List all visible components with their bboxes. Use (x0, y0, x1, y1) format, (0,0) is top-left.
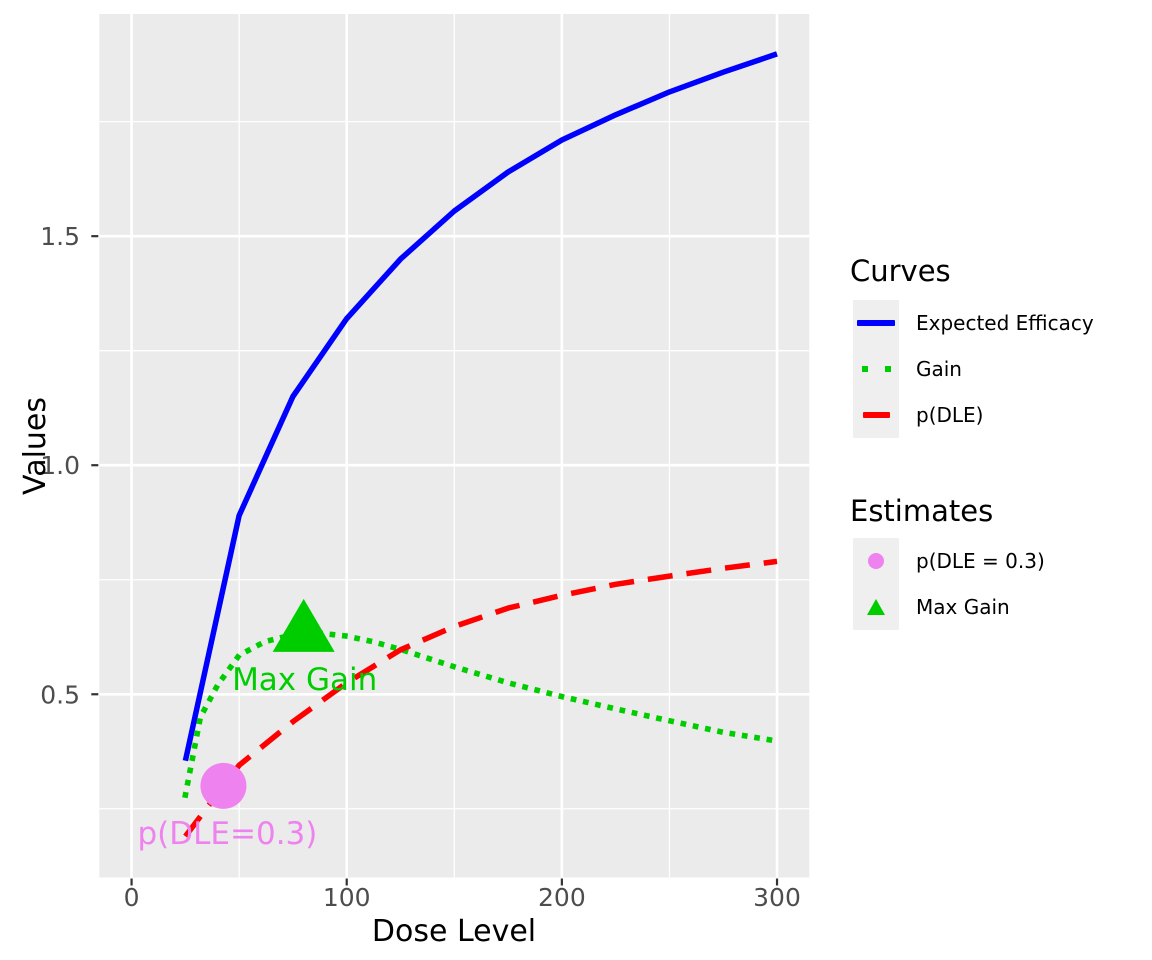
legend-key (853, 392, 899, 438)
y-axis-tick-label: 1.5 (40, 222, 80, 251)
x-axis-tick-label: 200 (538, 883, 586, 912)
major-gridlines (99, 14, 810, 878)
estimate-marker-triangle (272, 598, 335, 652)
legend-item-pdle-estimate: p(DLE = 0.3) (853, 538, 1045, 584)
legend-group-title-estimates: Estimates (850, 494, 994, 528)
legend-item-label: p(DLE = 0.3) (916, 549, 1045, 573)
series-gain (182, 630, 781, 799)
annotation-maxgain-label: Max Gain (232, 662, 377, 698)
legend-item-label: Max Gain (916, 595, 1010, 619)
series-p-dle (183, 558, 778, 838)
legend-item-pdle: p(DLE) (853, 392, 983, 438)
dashed-line-swatch-icon (862, 412, 890, 418)
y-axis-title: Values (18, 397, 53, 495)
estimate-marker-circle (200, 762, 247, 809)
legend-group-title-curves: Curves (850, 254, 951, 288)
legend-key (853, 584, 899, 630)
legend: Curves Expected Efficacy Gain p(DLE) Est… (850, 0, 1152, 960)
annotation-pdle-label: p(DLE=0.3) (138, 816, 318, 852)
curves (182, 51, 781, 838)
series-expected-efficacy (182, 51, 778, 762)
legend-key (853, 300, 899, 346)
legend-item-gain: Gain (853, 346, 962, 392)
triangle-marker-swatch-icon (867, 599, 885, 615)
legend-item-label: Expected Efficacy (916, 311, 1094, 335)
estimate-markers (200, 598, 335, 809)
x-axis-tick-label: 0 (124, 883, 140, 912)
solid-line-swatch-icon (857, 320, 895, 326)
axes: 0 100 200 300 0.5 1.0 1.5 (40, 222, 801, 912)
y-axis-tick-label: 1.0 (40, 451, 80, 480)
x-axis-tick-label: 100 (323, 883, 371, 912)
x-axis-title: Dose Level (372, 914, 536, 949)
legend-key (853, 346, 899, 392)
legend-item-label: p(DLE) (916, 403, 984, 427)
legend-key (853, 538, 899, 584)
y-axis-tick-label: 0.5 (40, 680, 80, 709)
legend-item-max-gain: Max Gain (853, 584, 1010, 630)
x-axis-tick-label: 300 (753, 883, 801, 912)
minor-gridlines (99, 14, 810, 878)
legend-item-label: Gain (916, 357, 962, 381)
dotted-line-swatch-icon (861, 366, 891, 372)
circle-marker-swatch-icon (868, 553, 884, 569)
legend-item-expected-efficacy: Expected Efficacy (853, 300, 1094, 346)
